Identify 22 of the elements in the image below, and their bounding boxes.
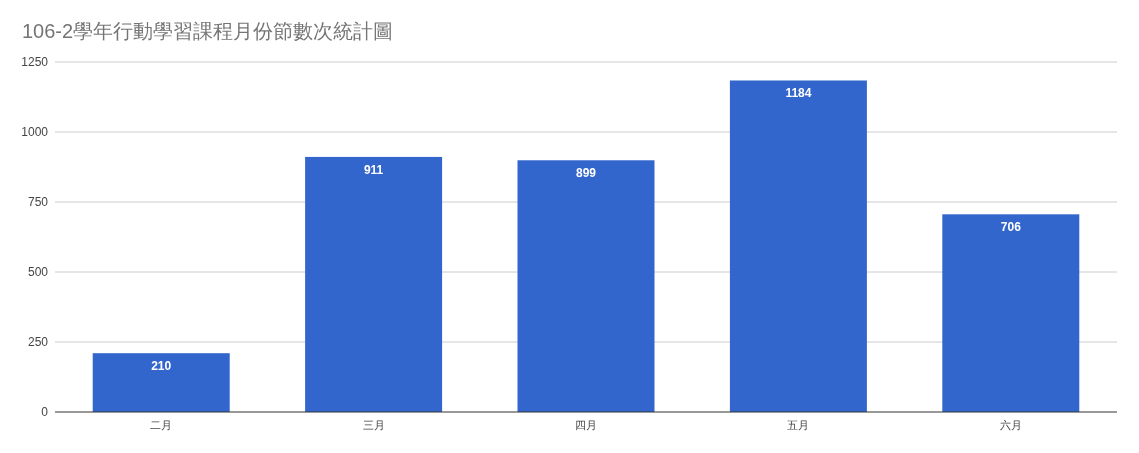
x-tick-label: 二月 — [150, 419, 173, 431]
y-tick-label: 1000 — [21, 125, 49, 139]
chart-title: 106-2學年行動學習課程月份節數次統計圖 — [22, 20, 394, 42]
y-tick-label: 750 — [27, 195, 49, 209]
data-label: 899 — [575, 166, 597, 181]
data-label: 1184 — [785, 86, 812, 101]
y-tick-label: 250 — [27, 335, 49, 349]
data-label: 911 — [363, 162, 384, 177]
bar — [942, 214, 1080, 412]
bar — [517, 160, 655, 412]
bar — [92, 353, 230, 412]
y-tick-label: 0 — [41, 405, 49, 419]
data-label: 210 — [151, 359, 172, 374]
data-label: 706 — [1000, 220, 1022, 235]
bar — [305, 156, 443, 412]
y-tick-label: 500 — [27, 265, 49, 279]
x-tick-label: 四月 — [575, 419, 597, 431]
x-tick-label: 六月 — [999, 419, 1022, 431]
x-tick-label: 五月 — [787, 419, 810, 431]
x-tick-label: 三月 — [362, 419, 385, 431]
y-tick-label: 1250 — [21, 55, 49, 69]
bar — [729, 80, 867, 412]
